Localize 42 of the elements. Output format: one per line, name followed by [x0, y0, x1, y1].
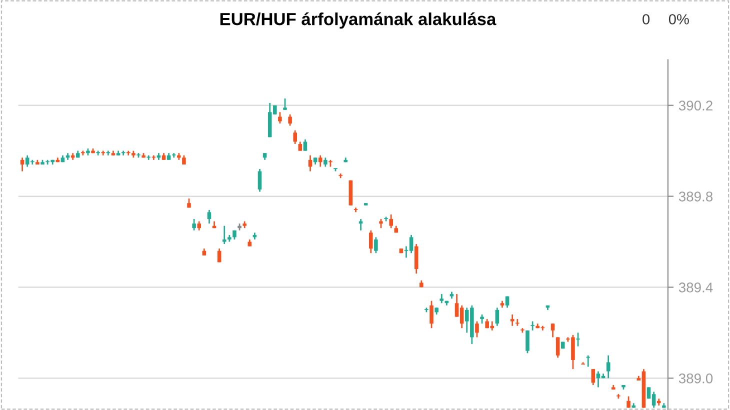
candlestick: [576, 332, 580, 348]
text: 0: [642, 14, 650, 24]
y-tick-label: 390.2: [678, 100, 712, 110]
candlestick: [550, 322, 555, 338]
candlestick: [207, 209, 212, 224]
y-tick-label: 389.8: [678, 192, 713, 202]
candlestick: [414, 243, 418, 274]
candlestick: [303, 138, 308, 152]
candlestick: [430, 300, 434, 329]
candlestick: [318, 154, 322, 168]
candlestick: [440, 293, 444, 304]
y-tick-label: 389.0: [678, 374, 713, 384]
candlestick: [298, 141, 302, 152]
candlestick: [197, 220, 202, 232]
candlestick: [475, 320, 479, 338]
candlestick: [480, 314, 484, 324]
candlestick: [510, 314, 514, 327]
candlestick: [283, 98, 287, 111]
text: 0%: [668, 14, 689, 24]
candlestick: [20, 156, 24, 172]
candlestick: [293, 130, 297, 145]
candlestick: [379, 218, 383, 229]
y-tick-label: 389.4: [678, 282, 713, 292]
candlestick: [389, 214, 393, 229]
candlestick: [556, 336, 560, 358]
candlestick: [374, 236, 378, 254]
candlestick: [516, 318, 520, 327]
candlestick: [368, 230, 373, 254]
candlestick: [258, 168, 262, 192]
candlestick: [495, 306, 500, 327]
chart-title: EUR/HUF árfolyamának alakulása: [220, 12, 496, 29]
candlestick: [324, 156, 328, 168]
candlestick: [182, 154, 186, 166]
candlestick: [606, 354, 610, 379]
candlestick: [530, 320, 534, 332]
candlestick: [192, 218, 196, 232]
candlestick: [278, 111, 282, 124]
candlestick: [288, 114, 292, 126]
candlestick: [526, 330, 530, 354]
candlestick: [217, 248, 222, 263]
candlestick: [591, 368, 596, 386]
candlestick: [222, 225, 226, 245]
